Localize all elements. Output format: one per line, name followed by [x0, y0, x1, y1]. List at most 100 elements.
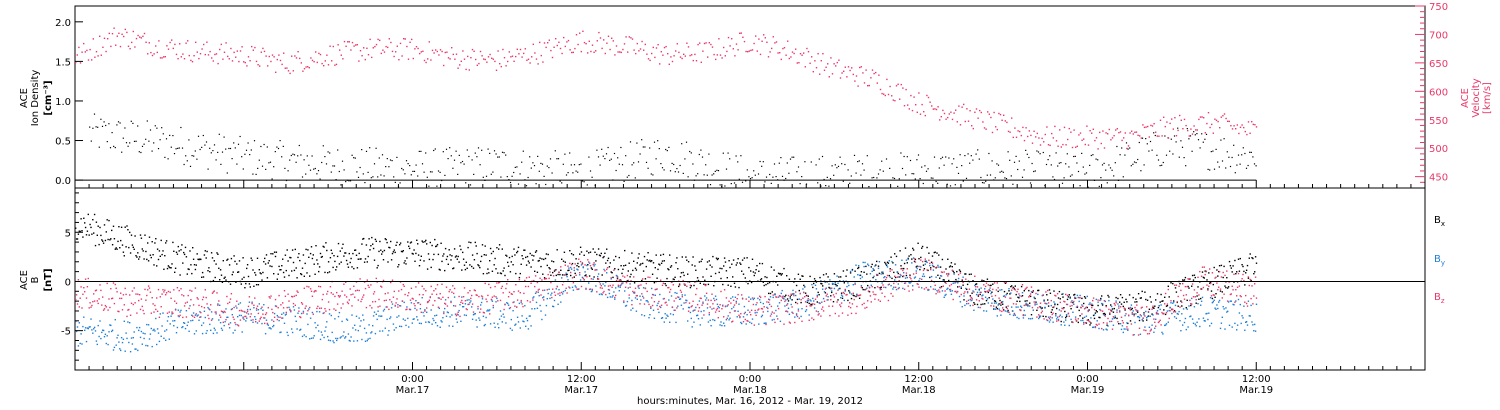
data-point	[300, 62, 302, 64]
data-point	[354, 324, 356, 326]
data-point	[1127, 148, 1129, 150]
data-point	[1013, 161, 1016, 163]
data-point	[1012, 183, 1014, 185]
data-point	[961, 306, 963, 308]
data-point	[322, 245, 324, 248]
data-point	[431, 171, 433, 173]
data-point	[333, 308, 335, 310]
data-point	[868, 291, 871, 293]
data-point	[595, 50, 597, 52]
data-point	[1088, 303, 1090, 306]
data-point	[831, 290, 833, 292]
data-point	[576, 268, 578, 270]
data-point	[764, 295, 766, 298]
data-point	[876, 260, 878, 263]
data-point	[465, 68, 467, 71]
data-point	[589, 265, 592, 267]
data-point	[919, 178, 921, 180]
data-point	[945, 156, 947, 158]
data-point	[143, 312, 145, 315]
data-point	[957, 286, 959, 288]
data-point	[740, 263, 742, 265]
data-point	[753, 274, 755, 277]
data-point	[579, 32, 581, 34]
data-point	[464, 303, 467, 305]
data-point	[737, 293, 739, 296]
data-point	[825, 273, 827, 275]
data-point	[947, 116, 949, 119]
data-point	[235, 305, 237, 307]
data-point	[300, 273, 302, 275]
data-point	[425, 61, 427, 64]
data-point	[618, 290, 620, 292]
data-point	[937, 274, 939, 276]
data-point	[1225, 307, 1227, 309]
data-point	[323, 336, 325, 339]
data-point	[1213, 266, 1215, 269]
data-point	[682, 271, 684, 274]
data-point	[1102, 329, 1105, 331]
data-point	[759, 299, 761, 301]
data-point	[367, 171, 369, 173]
data-point	[225, 319, 227, 321]
data-point	[1209, 282, 1211, 284]
data-point	[1101, 303, 1104, 305]
data-point	[408, 247, 411, 250]
data-point	[954, 184, 956, 186]
data-point	[345, 252, 347, 254]
data-point	[365, 332, 368, 334]
data-point	[549, 268, 551, 270]
data-point	[1000, 314, 1002, 316]
data-point	[915, 266, 917, 268]
data-point	[750, 314, 752, 316]
data-point	[277, 147, 280, 150]
data-point	[363, 237, 365, 240]
data-point	[300, 273, 303, 276]
data-point	[649, 147, 651, 149]
data-point	[563, 251, 566, 253]
data-point	[93, 293, 95, 295]
data-point	[1255, 262, 1258, 264]
data-point	[366, 261, 368, 263]
data-point	[93, 300, 96, 302]
data-point	[264, 317, 266, 319]
data-point	[1148, 326, 1151, 328]
data-point	[1119, 131, 1122, 133]
data-point	[246, 267, 248, 270]
data-point	[842, 270, 845, 272]
data-point	[519, 327, 521, 329]
data-point	[669, 254, 671, 256]
data-point	[847, 282, 849, 284]
data-point	[475, 319, 477, 321]
data-point	[183, 322, 185, 324]
data-point	[743, 257, 746, 259]
data-point	[380, 249, 382, 251]
data-point	[997, 290, 999, 293]
data-point	[711, 293, 713, 295]
data-point	[959, 154, 961, 156]
data-point	[708, 153, 710, 155]
data-point	[360, 300, 362, 303]
data-point	[708, 260, 710, 262]
data-point	[588, 288, 591, 291]
data-point	[1072, 301, 1074, 304]
data-point	[291, 249, 294, 251]
data-point	[510, 261, 512, 263]
data-point	[821, 301, 823, 303]
data-point	[263, 304, 265, 306]
data-point	[765, 176, 768, 178]
data-point	[988, 152, 990, 155]
data-point	[110, 238, 112, 240]
data-point	[423, 59, 426, 62]
data-point	[126, 31, 128, 34]
data-point	[622, 282, 624, 284]
data-point	[1234, 172, 1236, 174]
data-point	[409, 242, 412, 244]
data-point	[458, 154, 460, 156]
data-point	[223, 136, 225, 138]
data-point	[1175, 141, 1177, 143]
data-point	[157, 148, 160, 150]
data-point	[113, 238, 116, 240]
data-point	[317, 170, 320, 172]
data-point	[552, 271, 554, 274]
